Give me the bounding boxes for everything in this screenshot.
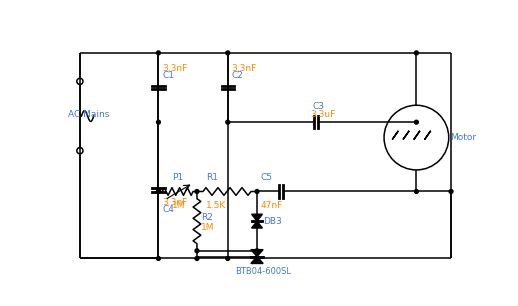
Polygon shape bbox=[251, 250, 263, 256]
Text: AC Mains: AC Mains bbox=[68, 110, 110, 119]
Circle shape bbox=[255, 189, 259, 193]
Circle shape bbox=[414, 189, 419, 193]
Polygon shape bbox=[252, 221, 263, 228]
Text: 3.3nF: 3.3nF bbox=[162, 64, 188, 73]
Text: P1: P1 bbox=[172, 173, 183, 182]
Circle shape bbox=[156, 120, 161, 124]
Circle shape bbox=[156, 256, 161, 260]
Circle shape bbox=[226, 256, 229, 260]
Circle shape bbox=[156, 189, 161, 193]
Circle shape bbox=[226, 51, 229, 55]
Text: C3: C3 bbox=[312, 102, 324, 111]
Circle shape bbox=[156, 51, 161, 55]
Text: Motor: Motor bbox=[450, 133, 477, 142]
Text: 1M: 1M bbox=[172, 201, 186, 210]
Circle shape bbox=[255, 256, 259, 260]
Text: 3.3uF: 3.3uF bbox=[310, 110, 335, 119]
Polygon shape bbox=[252, 214, 263, 221]
Text: DB3: DB3 bbox=[263, 217, 282, 226]
Text: 3.3nF: 3.3nF bbox=[232, 64, 257, 73]
Circle shape bbox=[414, 120, 419, 124]
Text: 47nF: 47nF bbox=[261, 201, 283, 210]
Text: C2: C2 bbox=[232, 72, 243, 80]
Circle shape bbox=[195, 249, 199, 253]
Text: R2: R2 bbox=[201, 213, 213, 222]
Circle shape bbox=[195, 189, 199, 193]
Polygon shape bbox=[251, 256, 263, 263]
Circle shape bbox=[449, 189, 453, 193]
Text: C1: C1 bbox=[162, 72, 174, 80]
Circle shape bbox=[414, 51, 419, 55]
Circle shape bbox=[195, 256, 199, 260]
Text: 3.3nF: 3.3nF bbox=[162, 198, 188, 207]
Circle shape bbox=[255, 249, 259, 253]
Text: BTB04-600SL: BTB04-600SL bbox=[236, 267, 292, 276]
Text: C4: C4 bbox=[162, 205, 174, 215]
Text: R1: R1 bbox=[206, 173, 218, 182]
Text: 1M: 1M bbox=[201, 223, 214, 232]
Circle shape bbox=[226, 120, 229, 124]
Text: C5: C5 bbox=[261, 173, 273, 182]
Circle shape bbox=[156, 189, 161, 193]
Text: 1.5K: 1.5K bbox=[206, 201, 226, 210]
